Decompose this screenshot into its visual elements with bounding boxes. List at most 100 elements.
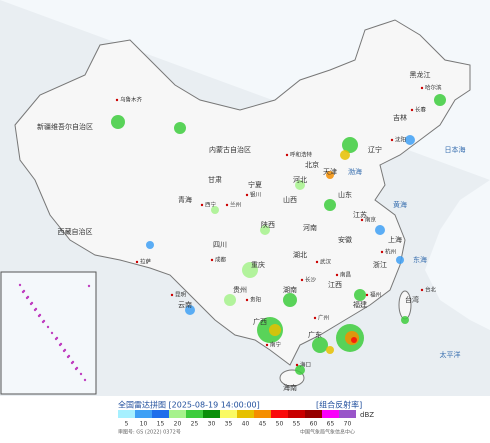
scale-swatch [203, 410, 220, 418]
island-dot [21, 290, 25, 294]
city-dot [380, 250, 384, 254]
radar-echoes [111, 94, 446, 375]
city-dot [313, 316, 317, 320]
city-label: 台北 [425, 286, 437, 294]
region-label: 台湾 [405, 295, 419, 304]
echo [396, 256, 404, 264]
region-label: 浙江 [373, 260, 387, 269]
scale-tick-label: 55 [293, 421, 301, 428]
region-label: 湖北 [293, 250, 307, 259]
echo [295, 365, 305, 375]
scale-swatch [135, 410, 152, 418]
city-dot [135, 260, 139, 264]
city-label: 拉萨 [140, 258, 152, 266]
scale-tick-label: 20 [174, 421, 182, 428]
scale-tick-label: 70 [344, 421, 352, 428]
region-label: 青海 [178, 195, 192, 204]
scale-swatch [288, 410, 305, 418]
city-label: 昆明 [175, 292, 187, 299]
scale-tick-label: 5 [125, 421, 129, 428]
island-dot [41, 320, 45, 324]
island-dot [54, 337, 58, 341]
city-label: 长沙 [305, 276, 317, 284]
city-label: 武汉 [320, 258, 332, 266]
scale-swatch [152, 410, 169, 418]
scale-swatch [186, 410, 203, 418]
island-dot [83, 378, 87, 382]
echo [295, 180, 305, 190]
city-label: 杭州 [385, 248, 396, 256]
echo [351, 337, 357, 343]
city-dot [335, 273, 339, 277]
region-label: 内蒙古自治区 [209, 145, 251, 154]
scale-tick-label: 65 [327, 421, 335, 428]
scale-tick-label: 45 [259, 421, 267, 428]
color-scale: 5 10 15 20 25 30 35 40 45 50 55 60 65 70 [118, 410, 356, 428]
region-label: 安徽 [338, 235, 352, 244]
island-dot [74, 367, 78, 371]
legend-product: [组合反射率] [316, 400, 362, 410]
city-label: 贵阳 [250, 296, 261, 304]
city-label: 福州 [370, 291, 381, 299]
city-dot [410, 108, 414, 112]
data-source: 中国气象局气象信息中心 [300, 429, 355, 436]
scale-swatch [254, 410, 271, 418]
region-label: 上海 [388, 235, 402, 244]
region-label: 西藏自治区 [58, 227, 93, 236]
city-label: 呼和浩特 [290, 151, 313, 159]
region-label: 黑龙江 [410, 70, 431, 79]
inset-dots [18, 283, 91, 382]
region-label: 广西 [253, 317, 267, 326]
scale-tick-label: 15 [157, 421, 165, 428]
region-label: 新疆维吾尔自治区 [37, 122, 93, 131]
city-dot [265, 343, 269, 347]
city-dot [390, 138, 394, 142]
scale-tick-label: 10 [140, 421, 148, 428]
scale-swatch [118, 410, 135, 418]
region-label: 山东 [338, 190, 352, 199]
island-dot [79, 372, 83, 376]
region-label: 福建 [353, 300, 367, 309]
city-dot [245, 193, 249, 197]
city-label: 南京 [365, 216, 377, 224]
island-dot [58, 343, 62, 347]
island-dot [37, 314, 41, 318]
scale-swatch [305, 410, 322, 418]
region-label: 甘肃 [208, 175, 222, 184]
island-dot [50, 331, 54, 335]
city-dot [365, 293, 369, 297]
city-label: 海口 [300, 361, 311, 369]
echo [111, 115, 125, 129]
echo [375, 225, 385, 235]
region-label: 辽宁 [368, 145, 382, 154]
scale-tick-label: 30 [208, 421, 216, 428]
island-dot [87, 284, 91, 288]
echo [354, 289, 366, 301]
echo [326, 346, 334, 354]
city-dot [200, 203, 204, 207]
city-dot [170, 293, 174, 297]
city-label: 西宁 [205, 201, 217, 209]
city-label: 南昌 [340, 271, 351, 279]
island-dot [29, 302, 33, 306]
south-sea-inset [0, 271, 97, 395]
city-dot [210, 258, 214, 262]
echo [434, 94, 446, 106]
city-dot [245, 298, 249, 302]
city-dot [285, 153, 289, 157]
echo [260, 225, 270, 235]
region-label: 贵州 [233, 285, 247, 294]
scale-swatch [220, 410, 237, 418]
scale-tick-label: 25 [191, 421, 199, 428]
region-label: 江西 [328, 281, 342, 289]
region-label: 四川 [213, 241, 227, 249]
region-label: 江苏 [353, 210, 367, 219]
city-dot [300, 278, 304, 282]
city-label: 哈尔滨 [425, 84, 442, 92]
scale-swatch [169, 410, 186, 418]
sea-label: 黄海 [393, 200, 407, 209]
scale-tick-label: 50 [276, 421, 284, 428]
scale-swatch [339, 410, 356, 418]
echo [174, 122, 186, 134]
